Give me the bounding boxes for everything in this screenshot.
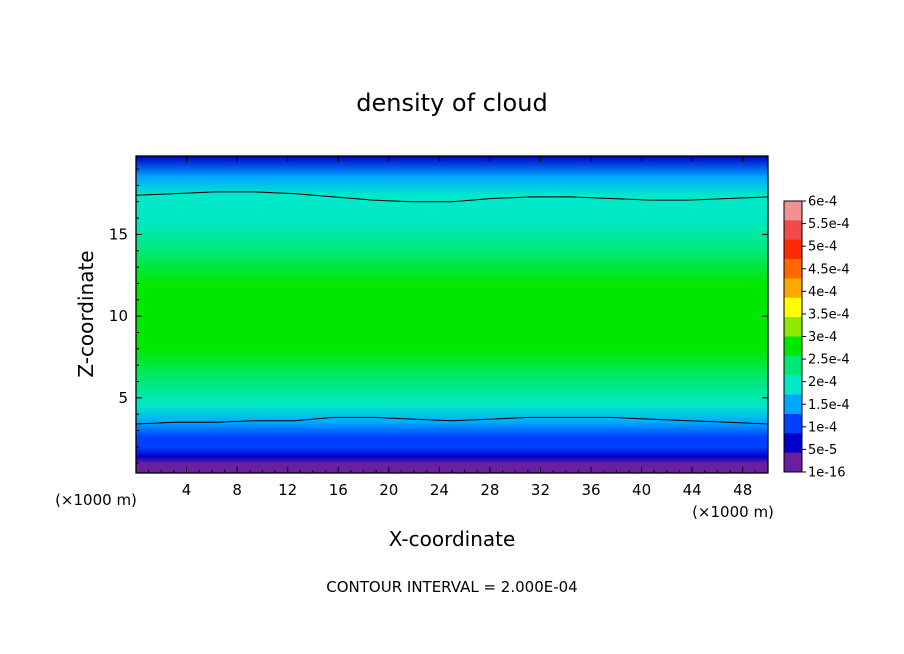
colorbar-swatch — [784, 278, 802, 299]
x-tick-label: 20 — [379, 481, 398, 499]
colorbar-swatch — [784, 220, 802, 241]
y-axis: 5 10 15 — [109, 168, 768, 464]
contour-line-lower — [136, 416, 768, 425]
y-tick-label: 10 — [109, 307, 128, 325]
x-tick-label: 28 — [480, 481, 499, 499]
density-field — [136, 156, 768, 473]
colorbar-label: 4e-4 — [808, 285, 837, 300]
x-axis-label: X-coordinate — [389, 527, 516, 551]
x-unit-right: (×1000 m) — [692, 503, 774, 521]
colorbar-label: 2.5e-4 — [808, 353, 850, 368]
colorbar-label: 2e-4 — [808, 375, 837, 390]
colorbar-swatch — [784, 239, 802, 260]
x-tick-label: 4 — [182, 481, 192, 499]
colorbar-swatch — [784, 394, 802, 415]
y-tick-label: 15 — [109, 225, 128, 243]
x-tick-label: 16 — [329, 481, 348, 499]
x-tick-label: 44 — [683, 481, 702, 499]
x-tick-label: 40 — [632, 481, 651, 499]
colorbar-label: 3e-4 — [808, 330, 837, 345]
colorbar-swatch — [784, 413, 802, 434]
colorbar-label: 4.5e-4 — [808, 262, 850, 277]
colorbar-swatch — [784, 317, 802, 337]
x-tick-label: 32 — [531, 481, 550, 499]
plot-area — [136, 156, 768, 473]
colorbar-label: 5.5e-4 — [808, 217, 850, 232]
colorbar-label: 1e-16 — [808, 466, 846, 481]
colorbar-swatch — [784, 375, 802, 395]
chart-title: density of cloud — [356, 89, 547, 117]
x-tick-label: 8 — [232, 481, 242, 499]
x-unit-left: (×1000 m) — [55, 491, 137, 509]
colorbar-swatch — [784, 201, 802, 221]
y-axis-label: Z-coordinate — [74, 250, 98, 377]
colorbar-swatch — [784, 452, 802, 473]
colorbar-swatch — [784, 259, 802, 279]
contour-lines — [136, 191, 768, 425]
colorbar-swatch — [784, 297, 802, 318]
x-tick-label: 12 — [278, 481, 297, 499]
x-tick-label: 36 — [581, 481, 600, 499]
colorbar-label: 6e-4 — [808, 195, 837, 210]
colorbar-swatch — [784, 433, 802, 454]
colorbar-label: 1e-4 — [808, 420, 837, 435]
contour-line-upper — [136, 191, 768, 203]
y-tick-label: 5 — [118, 389, 128, 407]
contour-interval-note: CONTOUR INTERVAL = 2.000E-04 — [326, 578, 577, 596]
x-tick-label: 48 — [733, 481, 752, 499]
colorbar-label: 3.5e-4 — [808, 307, 850, 322]
colorbar-swatch — [784, 336, 802, 357]
x-axis: 4 8 12 16 20 24 28 32 36 40 44 48 — [148, 156, 756, 499]
colorbar-label: 1.5e-4 — [808, 398, 850, 413]
colorbar-label: 5e-4 — [808, 240, 837, 255]
x-tick-label: 24 — [430, 481, 449, 499]
colorbar: 6e-4 5.5e-4 5e-4 4.5e-4 4e-4 3.5e-4 3e-4 2.5e-4… — [783, 195, 850, 481]
colorbar-swatch — [784, 355, 802, 376]
colorbar-label: 5e-5 — [808, 443, 837, 458]
